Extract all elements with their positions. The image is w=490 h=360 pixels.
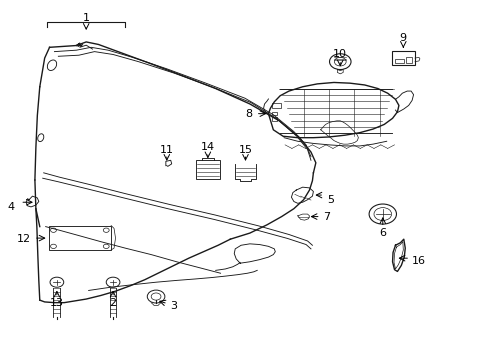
Text: 15: 15 xyxy=(239,144,252,154)
Bar xyxy=(272,117,277,121)
Bar xyxy=(406,57,412,63)
Bar xyxy=(49,226,111,250)
Bar xyxy=(272,112,277,116)
Text: 8: 8 xyxy=(245,109,252,119)
Text: 11: 11 xyxy=(160,144,174,154)
Text: 1: 1 xyxy=(83,13,90,23)
Text: 5: 5 xyxy=(327,195,334,205)
Text: 6: 6 xyxy=(379,228,386,238)
Bar xyxy=(392,51,415,65)
Text: 16: 16 xyxy=(412,256,425,266)
Text: 13: 13 xyxy=(50,298,64,308)
Text: 14: 14 xyxy=(201,142,215,152)
Text: 3: 3 xyxy=(171,301,178,311)
Text: 9: 9 xyxy=(400,33,407,43)
Text: 7: 7 xyxy=(323,212,331,221)
Text: 12: 12 xyxy=(17,234,31,244)
Bar xyxy=(395,59,404,63)
Bar xyxy=(272,103,281,108)
Text: 10: 10 xyxy=(333,49,347,59)
Bar xyxy=(196,159,220,179)
Text: 2: 2 xyxy=(109,298,117,308)
Text: 4: 4 xyxy=(8,202,15,212)
